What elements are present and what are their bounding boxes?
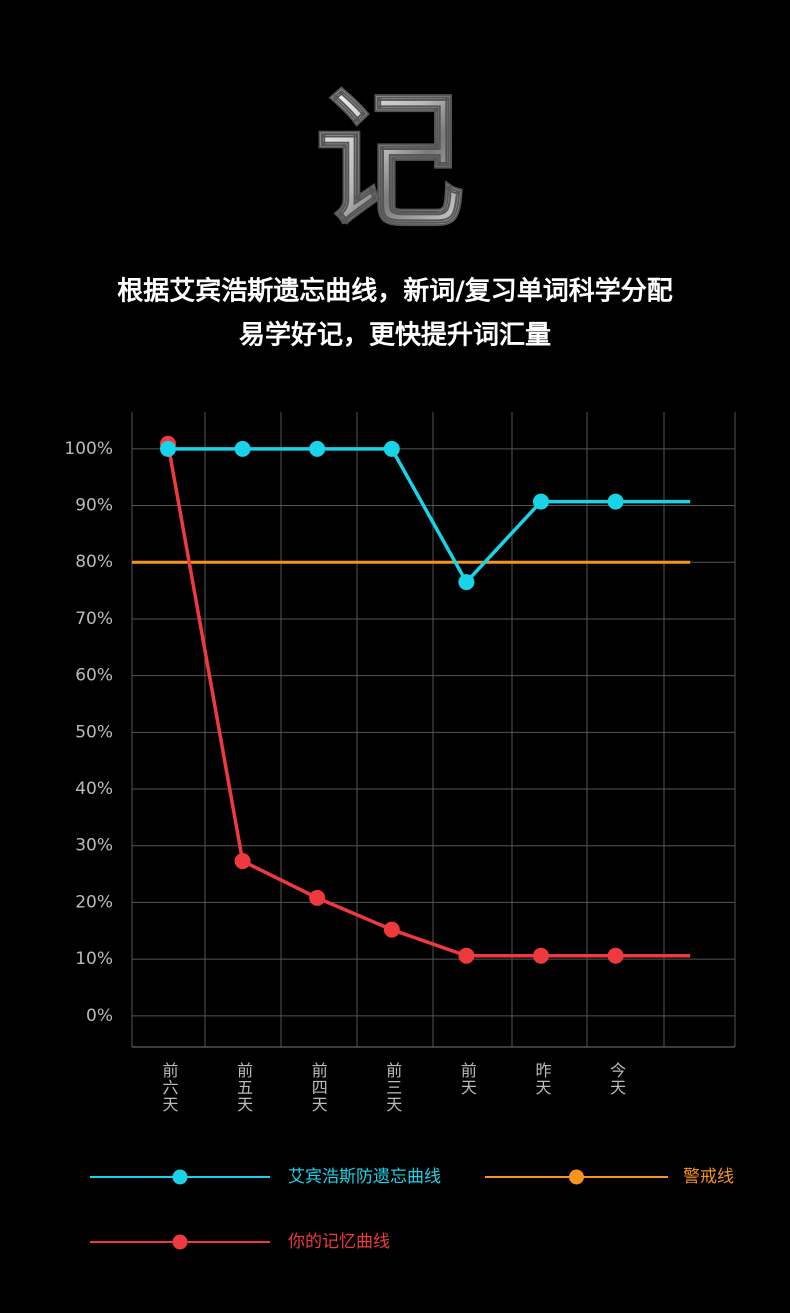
y-tick-label: 90%	[75, 496, 113, 516]
data-point	[309, 440, 326, 457]
x-tick-label: 前四天	[309, 1062, 328, 1113]
data-point	[160, 440, 176, 457]
legend-label: 你的记忆曲线	[288, 1232, 390, 1252]
y-tick-label: 80%	[75, 552, 113, 572]
data-point	[383, 440, 400, 457]
x-tick-label: 前三天	[383, 1062, 402, 1113]
x-tick-label: 前六天	[160, 1062, 179, 1113]
data-point	[234, 440, 251, 457]
y-tick-label: 60%	[75, 666, 113, 686]
y-tick-label: 30%	[75, 836, 113, 856]
data-point	[234, 853, 251, 870]
headline: 记	[315, 75, 465, 249]
y-tick-label: 20%	[75, 892, 113, 912]
legend-dot	[172, 1234, 188, 1250]
series-line	[166, 443, 691, 958]
x-tick-label: 昨天	[533, 1062, 552, 1096]
legend-dot	[569, 1169, 584, 1185]
data-point	[458, 947, 475, 964]
data-point	[458, 574, 475, 591]
subtitle: 根据艾宾浩斯遗忘曲线，新词/复习单词科学分配	[117, 276, 673, 307]
x-tick-label: 前天	[458, 1062, 477, 1096]
y-tick-label: 50%	[75, 722, 113, 742]
data-point	[533, 947, 549, 964]
y-tick-label: 70%	[75, 609, 113, 629]
data-point	[383, 921, 400, 938]
y-tick-label: 10%	[75, 949, 113, 969]
series-line	[168, 447, 691, 586]
legend-dot	[172, 1169, 188, 1185]
legend-label: 警戒线	[683, 1167, 734, 1187]
y-tick-label: 40%	[75, 779, 113, 799]
y-tick-label: 0%	[86, 1006, 113, 1026]
y-tick-label: 100%	[64, 439, 113, 459]
legend-label: 艾宾浩斯防遗忘曲线	[288, 1167, 441, 1187]
subtitle: 易学好记，更快提升词汇量	[239, 320, 551, 351]
data-point	[607, 947, 624, 964]
x-tick-label: 今天	[607, 1062, 626, 1096]
x-tick-label: 前五天	[234, 1062, 253, 1113]
data-point	[309, 889, 326, 906]
data-point	[607, 493, 624, 510]
data-point	[533, 493, 549, 510]
